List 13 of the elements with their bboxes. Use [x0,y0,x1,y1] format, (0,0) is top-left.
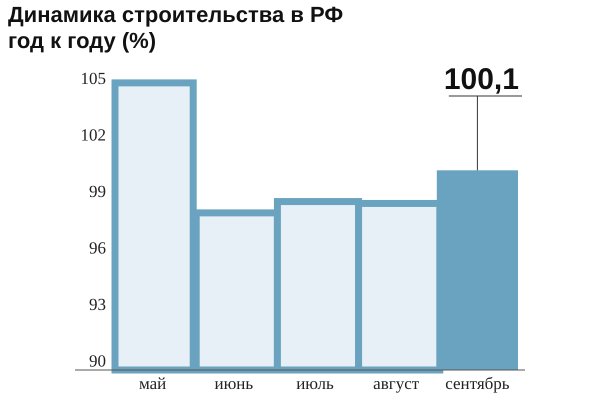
x-tick-label: май [138,374,166,393]
y-tick-label: 93 [89,295,106,314]
y-tick-label: 96 [89,238,106,258]
x-tick-label: август [373,374,420,393]
y-tick-label: 102 [80,125,106,144]
y-tick-label: 99 [89,182,106,201]
x-tick-label: июнь [214,374,254,393]
y-tick-label: 105 [80,68,106,88]
x-tick-label: июль [296,374,334,393]
data-label: 100,1 [444,63,519,96]
x-tick-label: сентябрь [445,374,510,393]
y-tick-label: 90 [89,352,106,371]
chart-title: Динамика строительства в РФ год к году (%) [8,2,344,53]
